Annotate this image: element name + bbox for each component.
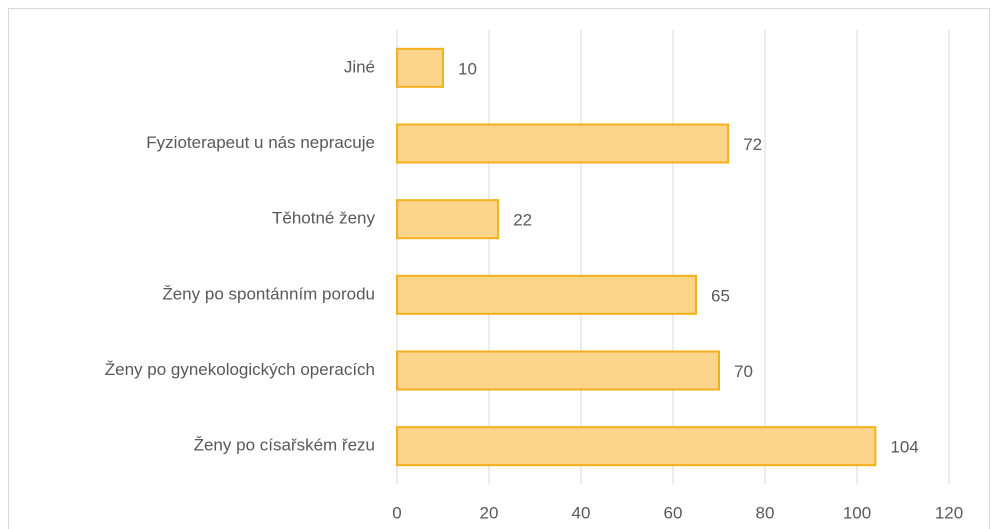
data-label: 104 [890, 438, 918, 457]
x-tick-label: 80 [756, 503, 775, 522]
bar [396, 199, 500, 240]
data-label: 72 [743, 135, 762, 154]
bar [396, 123, 730, 164]
x-tick-label: 0 [392, 503, 401, 522]
x-tick-label: 120 [935, 503, 963, 522]
data-label: 70 [734, 362, 753, 381]
x-tick-label: 20 [480, 503, 499, 522]
x-tick-label: 100 [843, 503, 871, 522]
data-label: 10 [458, 59, 477, 78]
data-label: 65 [711, 286, 730, 305]
y-tick-label: Jiné [344, 57, 375, 76]
bar [396, 350, 720, 391]
bar [396, 426, 877, 467]
x-tick-label: 40 [572, 503, 591, 522]
chart-frame [8, 8, 990, 529]
data-label: 22 [513, 211, 532, 230]
bar [396, 47, 444, 88]
y-tick-label: Fyzioterapeut u nás nepracuje [146, 133, 375, 152]
y-tick-label: Ženy po gynekologických operacích [105, 360, 375, 379]
y-tick-label: Ženy po císařském řezu [194, 436, 375, 455]
bar [396, 274, 697, 315]
x-tick-label: 60 [664, 503, 683, 522]
y-tick-label: Ženy po spontánním porodu [162, 284, 375, 303]
y-tick-label: Těhotné ženy [272, 209, 376, 228]
